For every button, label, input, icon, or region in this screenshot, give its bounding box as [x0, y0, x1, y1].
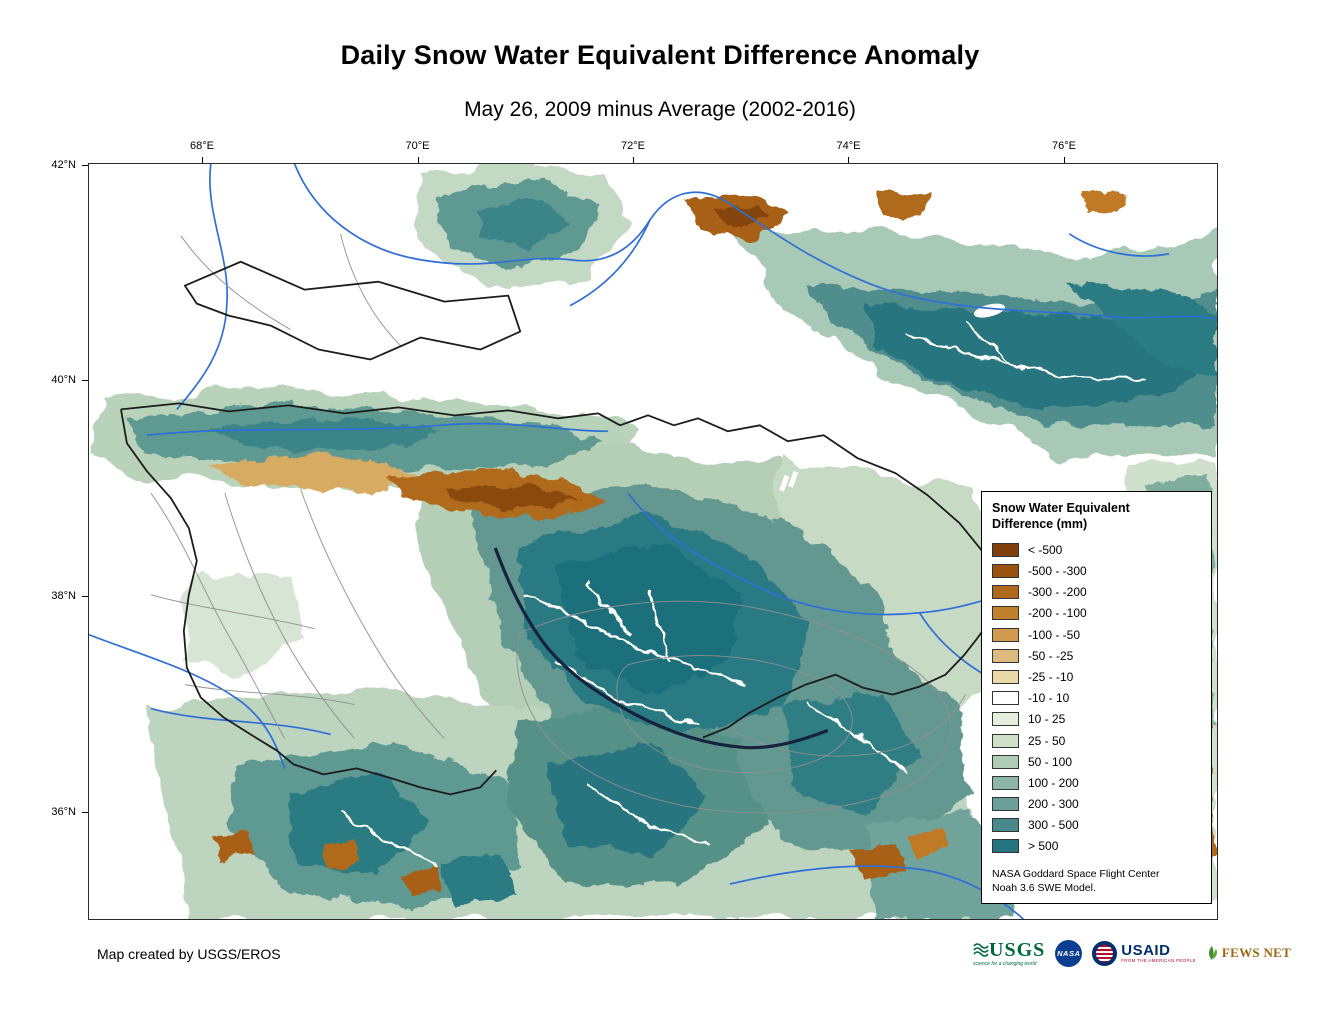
- legend-class-row: 200 - 300: [992, 794, 1201, 815]
- legend-class-label: -50 - -25: [1028, 648, 1074, 663]
- page-subtitle: May 26, 2009 minus Average (2002-2016): [464, 98, 856, 121]
- legend-class-label: -200 - -100: [1028, 606, 1087, 621]
- legend-class-row: -25 - -10: [992, 666, 1201, 687]
- legend-class-label: 300 - 500: [1028, 818, 1079, 833]
- legend-swatch: [992, 712, 1019, 727]
- legend-swatch: [992, 775, 1019, 790]
- latitude-tick-mark: [82, 596, 88, 597]
- usgs-logo: USGS science for a changing world: [973, 940, 1045, 967]
- legend: Snow Water Equivalent Difference (mm) < …: [981, 491, 1212, 905]
- latitude-tick-mark: [82, 380, 88, 382]
- legend-class-row: 300 - 500: [992, 815, 1201, 836]
- legend-swatch: [992, 797, 1019, 812]
- usaid-logo-text: USAID: [1121, 941, 1171, 959]
- usgs-tagline: science for a changing world: [973, 960, 1037, 967]
- fewsnet-leaf-icon: [1208, 946, 1217, 960]
- longitude-tick-mark: [632, 157, 634, 163]
- legend-class-row: > 500: [992, 836, 1201, 857]
- latitude-tick-label: 36°N: [51, 805, 76, 818]
- latitude-tick-label: 38°N: [51, 590, 76, 602]
- latitude-tick-label: 40°N: [51, 374, 76, 387]
- valley-veins: [337, 320, 1147, 866]
- country-borders: [120, 260, 1001, 796]
- longitude-tick-label: 72°E: [620, 140, 645, 152]
- legend-swatch: [992, 606, 1019, 621]
- legend-class-label: 200 - 300: [1028, 797, 1079, 812]
- logo-bar: USGS science for a changing world NASA U…: [973, 934, 1291, 972]
- legend-title-line1: Snow Water Equivalent: [992, 501, 1130, 515]
- legend-class-label: 25 - 50: [1028, 733, 1066, 748]
- legend-swatch: [992, 585, 1019, 600]
- map-frame: Snow Water Equivalent Difference (mm) < …: [88, 163, 1218, 920]
- map-area: Snow Water Equivalent Difference (mm) < …: [51, 140, 1218, 920]
- legend-class-row: 50 - 100: [992, 751, 1201, 772]
- legend-class-row: 100 - 200: [992, 772, 1201, 793]
- usaid-tagline: FROM THE AMERICAN PEOPLE: [1121, 958, 1196, 963]
- legend-credit-line1: NASA Goddard Space Flight Center: [992, 868, 1160, 881]
- legend-class-row: 25 - 50: [992, 730, 1201, 751]
- longitude-tick-label: 74°E: [836, 140, 861, 152]
- longitude-tick-label: 70°E: [405, 140, 430, 152]
- legend-class-label: 10 - 25: [1028, 712, 1066, 727]
- longitude-tick-label: 68°E: [190, 140, 215, 152]
- legend-class-label: 100 - 200: [1028, 775, 1079, 790]
- main-river-border: [493, 547, 829, 750]
- usaid-seal-icon: [1092, 940, 1118, 966]
- legend-swatch: [992, 564, 1019, 579]
- usaid-logo: USAID FROM THE AMERICAN PEOPLE: [1092, 940, 1196, 966]
- latitude-tick-label: 42°N: [51, 158, 76, 171]
- legend-class-row: -300 - -200: [992, 582, 1201, 603]
- legend-class-row: -10 - 10: [992, 688, 1201, 709]
- legend-swatch: [992, 627, 1019, 642]
- legend-swatch: [992, 648, 1019, 663]
- longitude-tick-mark: [417, 157, 419, 163]
- legend-swatch: [992, 733, 1019, 748]
- legend-swatch: [992, 691, 1019, 706]
- latitude-tick-mark: [82, 164, 88, 166]
- legend-class-label: -10 - 10: [1028, 691, 1070, 706]
- legend-swatch: [992, 542, 1019, 557]
- legend-class-label: -500 - -300: [1028, 564, 1087, 579]
- map-credit: Map created by USGS/EROS: [97, 946, 281, 962]
- watershed-boundaries: [150, 233, 966, 814]
- legend-class-label: > 500: [1028, 839, 1059, 854]
- legend-class-label: -100 - -50: [1028, 627, 1081, 642]
- legend-swatch: [992, 818, 1019, 833]
- latitude-tick-mark: [82, 811, 88, 813]
- legend-swatch: [992, 839, 1019, 854]
- usgs-logo-text: USGS: [989, 938, 1046, 961]
- longitude-tick-mark: [848, 157, 850, 163]
- nasa-logo: NASA: [1055, 939, 1083, 967]
- usgs-wave-icon: [973, 942, 989, 957]
- legend-class-row: -500 - -300: [992, 560, 1201, 581]
- fewsnet-logo: FEWS NET: [1206, 945, 1291, 961]
- legend-classes: < -500 -500 - -300 -300 - -200 -200 - -100 -…: [992, 539, 1201, 857]
- legend-class-row: -50 - -25: [992, 645, 1201, 666]
- legend-class-label: 50 - 100: [1028, 754, 1073, 769]
- fewsnet-logo-text: FEWS NET: [1221, 945, 1292, 960]
- terrain-positive-dark: [206, 197, 1217, 909]
- legend-class-row: < -500: [992, 539, 1201, 560]
- nasa-logo-text: NASA: [1057, 948, 1081, 958]
- longitude-tick-mark: [202, 157, 204, 163]
- legend-class-label: < -500: [1028, 542, 1063, 557]
- legend-credit-line2: Noah 3.6 SWE Model.: [992, 882, 1096, 895]
- legend-class-label: -300 - -200: [1028, 585, 1087, 600]
- legend-class-row: -100 - -50: [992, 624, 1201, 645]
- page-title: Daily Snow Water Equivalent Difference A…: [340, 40, 980, 70]
- longitude-tick-mark: [1063, 157, 1065, 163]
- legend-class-label: -25 - -10: [1028, 669, 1074, 684]
- legend-swatch: [992, 669, 1019, 684]
- longitude-tick-label: 76°E: [1051, 140, 1076, 152]
- legend-class-row: 10 - 25: [992, 709, 1201, 730]
- legend-class-row: -200 - -100: [992, 603, 1201, 624]
- legend-title-line2: Difference (mm): [992, 516, 1088, 531]
- legend-swatch: [992, 754, 1019, 769]
